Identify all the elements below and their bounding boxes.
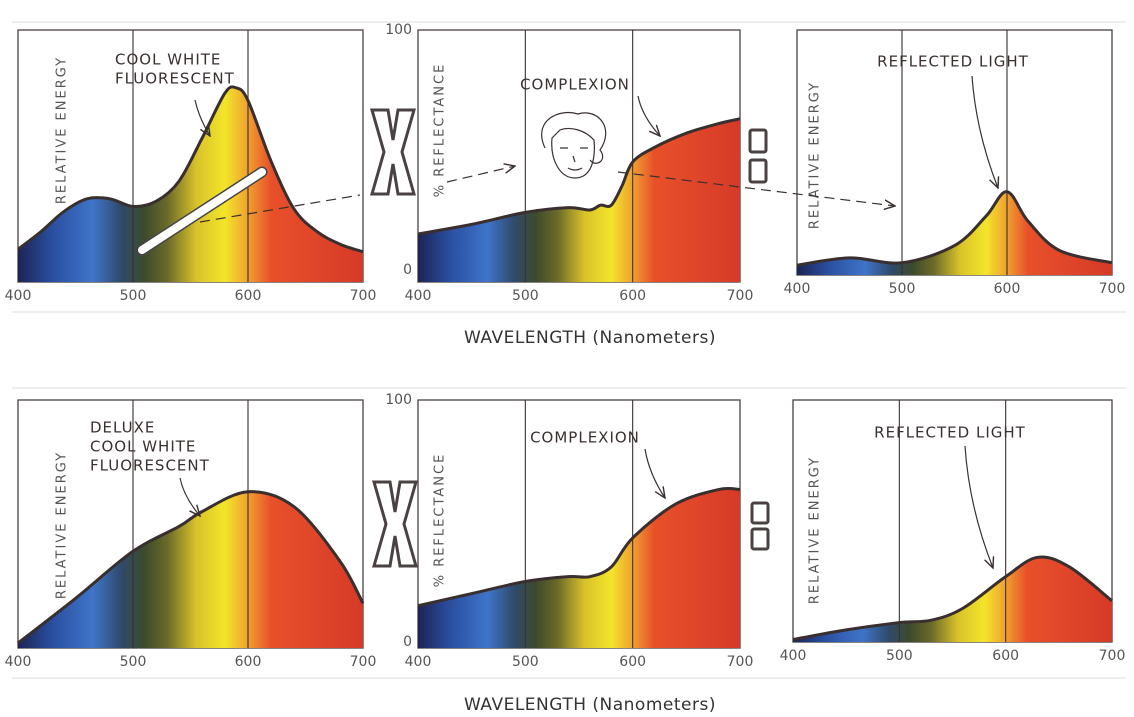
- annotation: COMPLEXION: [530, 429, 640, 447]
- x-tick-label: 600: [235, 654, 262, 670]
- x-axis-label: WAVELENGTH (Nanometers): [464, 328, 716, 348]
- x-tick-label: 700: [1099, 648, 1126, 664]
- y-axis-label: % REFLECTANCE: [433, 453, 448, 588]
- x-tick-label: 400: [5, 654, 32, 670]
- x-tick-label: 500: [512, 654, 539, 670]
- x-tick-label: 500: [512, 288, 539, 304]
- x-tick-label: 700: [727, 654, 754, 670]
- x-tick-label: 400: [784, 281, 811, 297]
- multiply-sign: [372, 110, 416, 566]
- x-tick-label: 400: [780, 648, 807, 664]
- figure: 400500600700RELATIVE ENERGYCOOL WHITEFLU…: [0, 0, 1134, 717]
- annotation: REFLECTED LIGHT: [874, 424, 1026, 442]
- y-axis-label: RELATIVE ENERGY: [808, 456, 823, 604]
- x-tick-label: 400: [5, 288, 32, 304]
- x-tick-label: 600: [619, 654, 646, 670]
- equal-sign: [750, 130, 768, 549]
- chart-panel: 400 500 600 700 0 100 % REFLECTANCE COMPLEXION: [385, 392, 753, 670]
- y-tick-label: 100: [385, 392, 412, 408]
- annotation: COOL WHITE: [115, 51, 221, 69]
- annotation: FLUORESCENT: [90, 457, 210, 475]
- x-tick-label: 400: [405, 654, 432, 670]
- x-tick-label: 600: [992, 648, 1019, 664]
- x-tick-label: 700: [727, 288, 754, 304]
- x-tick-label: 500: [120, 288, 147, 304]
- annotation: DELUXE: [90, 419, 155, 437]
- x-tick-label: 700: [1099, 281, 1126, 297]
- y-tick-label: 100: [385, 22, 412, 38]
- chart-panel: 400 500 600 700 RELATIVE ENERGY COOL WHITEFLU…: [5, 30, 377, 304]
- x-tick-label: 500: [889, 281, 916, 297]
- y-axis-label: RELATIVE ENERGY: [808, 81, 823, 229]
- x-tick-label: 600: [994, 281, 1021, 297]
- x-tick-label: 400: [405, 288, 432, 304]
- annotation: FLUORESCENT: [115, 70, 235, 88]
- annotation: REFLECTED LIGHT: [877, 53, 1029, 71]
- y-tick-label: 0: [403, 262, 412, 278]
- x-tick-label: 700: [350, 654, 377, 670]
- x-tick-label: 500: [120, 654, 147, 670]
- annotation: COOL WHITE: [90, 438, 196, 456]
- x-tick-label: 600: [235, 288, 262, 304]
- x-tick-label: 700: [350, 288, 377, 304]
- y-tick-label: 0: [403, 634, 412, 650]
- y-axis-label: % REFLECTANCE: [433, 63, 448, 198]
- chart-panel: 400 500 600 700 RELATIVE ENERGY REFLECTED LIG…: [780, 400, 1126, 664]
- x-tick-label: 500: [886, 648, 913, 664]
- x-axis-label: WAVELENGTH (Nanometers): [464, 695, 716, 715]
- x-tick-label: 600: [619, 288, 646, 304]
- annotation: COMPLEXION: [520, 76, 630, 94]
- chart-panel: 400 500 600 700 RELATIVE ENERGY REFLECTED LIG…: [784, 30, 1126, 297]
- y-axis-label: RELATIVE ENERGY: [55, 56, 70, 204]
- y-axis-label: RELATIVE ENERGY: [55, 451, 70, 599]
